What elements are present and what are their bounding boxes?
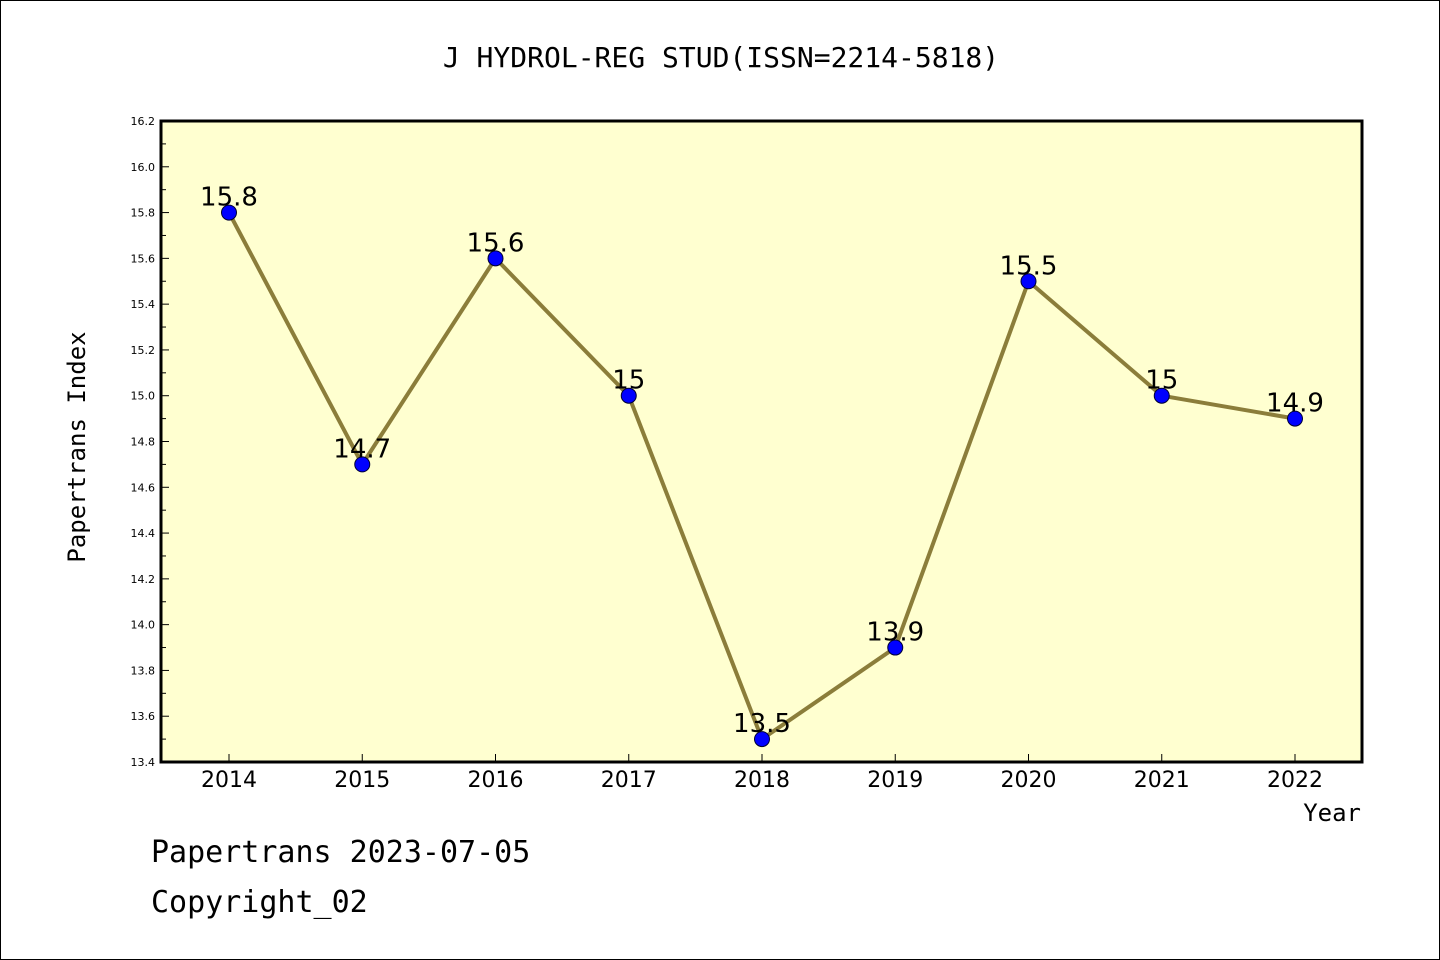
data-label: 15.6 xyxy=(467,228,525,258)
data-point xyxy=(620,387,637,404)
data-point xyxy=(754,731,770,748)
series-layer: 15.8 14.7 15.6 15 13.5 13.9 15.5 15 14.9 xyxy=(200,183,1324,748)
y-axis-label: Papertrans Index xyxy=(63,331,91,562)
x-tick-label: 2021 xyxy=(1134,768,1190,793)
x-tick-label: 2015 xyxy=(334,768,390,793)
data-point xyxy=(487,250,504,267)
y-tick-label: 14.8 xyxy=(131,436,156,449)
data-label: 15.5 xyxy=(1000,251,1058,281)
x-axis-label: Year xyxy=(1303,799,1361,827)
data-label: 14.7 xyxy=(333,434,391,464)
x-tick-label: 2018 xyxy=(734,768,790,793)
x-tick-label: 2014 xyxy=(201,768,257,793)
y-tick-label: 14.2 xyxy=(131,573,156,586)
data-point xyxy=(221,204,237,221)
y-tick-label: 15.2 xyxy=(131,344,156,357)
x-tick-label: 2019 xyxy=(867,768,923,793)
data-point xyxy=(1020,273,1037,290)
y-tick-label: 15.6 xyxy=(131,252,156,265)
x-tick-label: 2020 xyxy=(1001,768,1057,793)
y-axis: 13.4 13.6 13.8 14.0 14.2 14.4 14.6 14.8 15.0 15.2… xyxy=(131,115,169,769)
y-tick-label: 13.8 xyxy=(131,664,156,677)
x-tick-label: 2022 xyxy=(1267,768,1323,793)
data-point xyxy=(354,456,371,473)
y-tick-label: 14.6 xyxy=(131,481,156,494)
y-tick-label: 16.0 xyxy=(131,161,156,174)
data-label: 13.9 xyxy=(866,618,924,648)
footer-copyright: Copyright_02 xyxy=(151,885,368,920)
plot-area xyxy=(159,119,1364,764)
y-tick-label: 15.8 xyxy=(131,207,156,220)
data-label: 14.9 xyxy=(1266,389,1324,419)
y-tick-label: 13.4 xyxy=(131,756,156,769)
chart-title: J HYDROL-REG STUD(ISSN=2214-5818) xyxy=(443,41,999,74)
data-label: 15 xyxy=(612,366,645,396)
x-axis: 2014 2015 2016 2017 2018 2019 2020 2021 2022 xyxy=(201,754,1323,793)
x-tick-label: 2016 xyxy=(468,768,524,793)
y-tick-label: 14.0 xyxy=(131,619,156,632)
y-tick-label: 14.4 xyxy=(131,527,156,540)
data-label: 13.5 xyxy=(733,709,791,739)
y-tick-label: 15.0 xyxy=(131,390,156,403)
x-tick-label: 2017 xyxy=(601,768,657,793)
y-tick-label: 13.6 xyxy=(131,710,156,723)
data-point xyxy=(1287,410,1303,427)
y-tick-label: 15.4 xyxy=(131,298,156,311)
data-point xyxy=(1153,387,1170,404)
data-label: 15 xyxy=(1145,366,1178,396)
data-point xyxy=(887,639,904,656)
data-label: 15.8 xyxy=(200,183,258,213)
footer-date: Papertrans 2023-07-05 xyxy=(151,835,531,870)
y-tick-label: 16.2 xyxy=(131,115,156,128)
